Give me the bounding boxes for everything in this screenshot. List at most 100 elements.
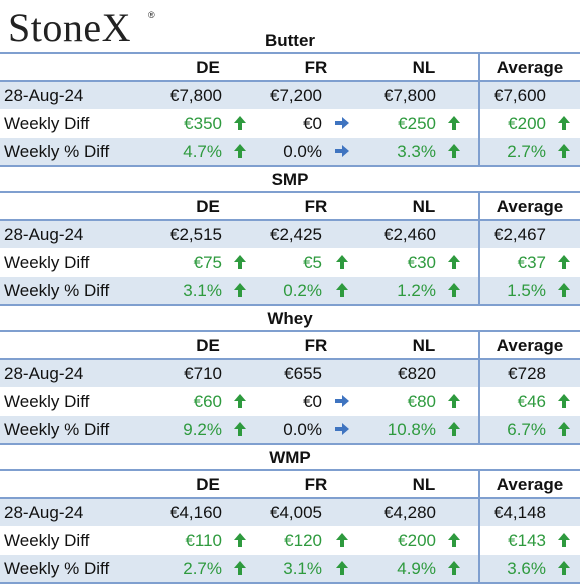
- arrow-up: [234, 283, 246, 297]
- value: 2.7%: [183, 559, 222, 578]
- value: €2,467: [494, 225, 546, 244]
- arrow-right: [335, 423, 349, 435]
- value: 3.1%: [283, 559, 322, 578]
- divider: [478, 469, 480, 584]
- divider: [0, 443, 580, 445]
- arrow-up: [558, 561, 570, 575]
- header-row: DE FR NL Average: [0, 471, 580, 498]
- arrow-up: [234, 144, 246, 158]
- value: €820: [398, 364, 436, 383]
- value: €4,148: [494, 503, 546, 522]
- divider: [478, 191, 480, 306]
- value: 2.7%: [507, 142, 546, 161]
- column-header: FR: [304, 197, 328, 216]
- section-title-row: SMP: [0, 167, 580, 192]
- column-header: Average: [496, 197, 564, 216]
- row-label: 28-Aug-24: [4, 86, 84, 105]
- arrow-up: [558, 422, 570, 436]
- row-label: 28-Aug-24: [4, 364, 84, 383]
- section-title-row: WMP: [0, 445, 580, 470]
- value: €46: [517, 392, 546, 411]
- arrow-up: [558, 394, 570, 408]
- arrow-up: [336, 255, 348, 269]
- row-label: Weekly % Diff: [4, 559, 110, 578]
- arrow-up: [448, 116, 460, 130]
- arrow-up: [234, 422, 246, 436]
- value: 0.2%: [283, 281, 322, 300]
- column-header: DE: [196, 58, 220, 77]
- row-label: Weekly % Diff: [4, 420, 110, 439]
- arrow-up: [558, 116, 570, 130]
- value: €30: [407, 253, 436, 272]
- column-header: FR: [304, 336, 328, 355]
- value: €250: [398, 114, 436, 133]
- value: 3.1%: [183, 281, 222, 300]
- row-label: 28-Aug-24: [4, 503, 84, 522]
- divider: [0, 165, 580, 167]
- value: €0: [303, 392, 322, 411]
- row-label: 28-Aug-24: [4, 225, 84, 244]
- arrow-up: [448, 394, 460, 408]
- section-title: Whey: [267, 309, 313, 328]
- value: €4,160: [170, 503, 222, 522]
- value: €2,460: [384, 225, 436, 244]
- section-title-row: Whey: [0, 306, 580, 331]
- value: €728: [508, 364, 546, 383]
- arrow-up: [448, 144, 460, 158]
- value: €37: [517, 253, 546, 272]
- value: €110: [185, 531, 222, 550]
- divider: [0, 358, 580, 360]
- divider: [0, 304, 580, 306]
- data-row: Weekly Diff €75 €5 €30 €37: [0, 249, 580, 276]
- arrow-up: [558, 255, 570, 269]
- value: €7,200: [270, 86, 322, 105]
- divider: [0, 52, 580, 54]
- data-row: Weekly Diff €350 €0 €250 €200: [0, 110, 580, 137]
- column-header: Average: [496, 58, 564, 77]
- column-header: FR: [304, 58, 328, 77]
- value: €350: [184, 114, 222, 133]
- value: €120: [284, 531, 322, 550]
- value: 0.0%: [283, 142, 322, 161]
- arrow-right: [335, 117, 349, 129]
- data-row: 28-Aug-24 €4,160 €4,005 €4,280 €4,148: [0, 499, 580, 526]
- arrow-up: [336, 533, 348, 547]
- value: 10.8%: [387, 420, 436, 439]
- value: €143: [508, 531, 546, 550]
- value: 1.2%: [397, 281, 436, 300]
- data-row: Weekly % Diff 9.2% 0.0% 10.8% 6.7%: [0, 416, 580, 443]
- data-row: 28-Aug-24 €710 €655 €820 €728: [0, 360, 580, 387]
- arrow-up: [234, 255, 246, 269]
- section-title-row: Butter: [0, 28, 580, 53]
- row-label: Weekly % Diff: [4, 281, 110, 300]
- data-row: 28-Aug-24 €2,515 €2,425 €2,460 €2,467: [0, 221, 580, 248]
- value: 6.7%: [507, 420, 546, 439]
- value: 9.2%: [183, 420, 222, 439]
- column-header: Average: [496, 336, 564, 355]
- value: 3.6%: [507, 559, 546, 578]
- value: €0: [303, 114, 322, 133]
- logo: StoneX: [8, 5, 131, 50]
- arrow-up: [234, 116, 246, 130]
- arrow-up: [336, 283, 348, 297]
- value: 0.0%: [283, 420, 322, 439]
- value: €710: [184, 364, 222, 383]
- arrow-up: [558, 533, 570, 547]
- arrow-up: [558, 283, 570, 297]
- divider: [0, 80, 580, 82]
- value: €4,280: [384, 503, 436, 522]
- column-header: FR: [304, 475, 328, 494]
- arrow-up: [336, 561, 348, 575]
- section-title: WMP: [269, 448, 311, 467]
- value: €5: [303, 253, 322, 272]
- column-header: DE: [196, 197, 220, 216]
- header-row: DE FR NL Average: [0, 332, 580, 359]
- header-row: DE FR NL Average: [0, 54, 580, 81]
- divider: [0, 191, 580, 193]
- column-header: NL: [412, 336, 436, 355]
- value: €7,600: [494, 86, 546, 105]
- divider: [0, 497, 580, 499]
- column-header: Average: [496, 475, 564, 494]
- row-label: Weekly Diff: [4, 531, 90, 550]
- data-row: Weekly % Diff 4.7% 0.0% 3.3% 2.7%: [0, 138, 580, 165]
